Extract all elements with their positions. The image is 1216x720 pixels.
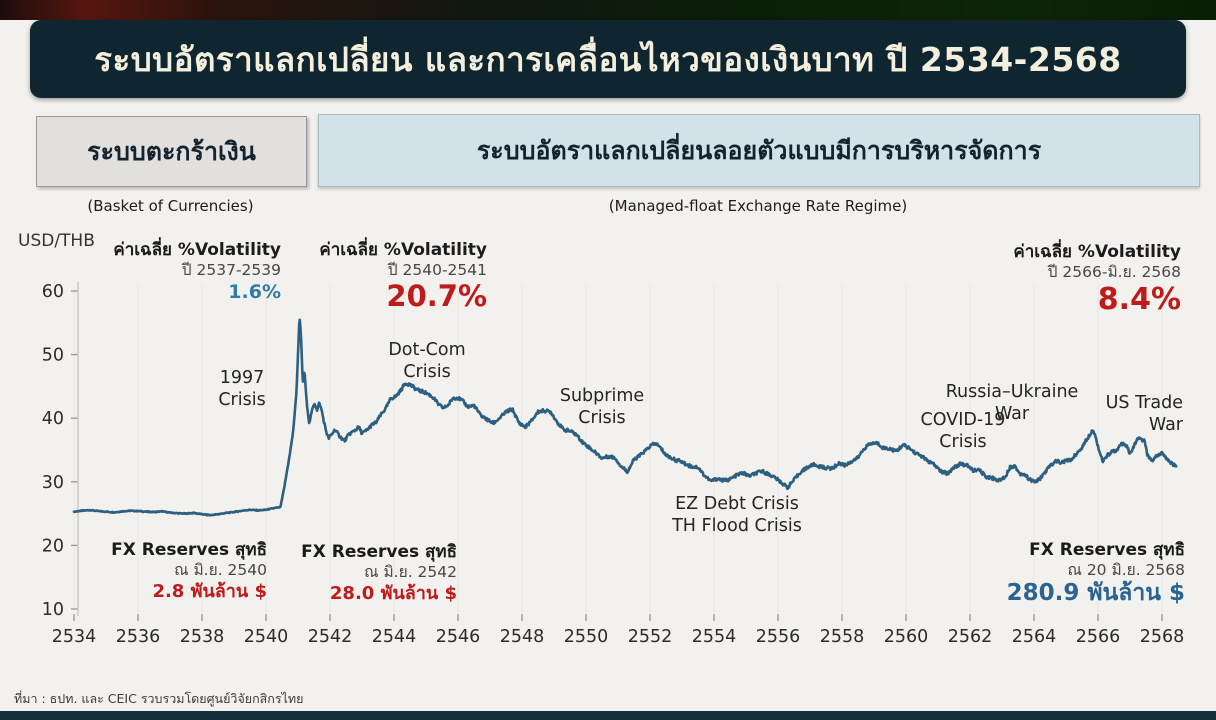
- svg-text:2542: 2542: [308, 627, 353, 647]
- svg-text:2554: 2554: [692, 627, 737, 647]
- fx-reserves-note-2542: FX Reserves สุทธิ ณ มิ.ย. 2542 28.0 พันล…: [267, 542, 457, 605]
- page-title: ระบบอัตราแลกเปลี่ยน และการเคลื่อนไหวของเ…: [94, 39, 1122, 79]
- svg-text:2544: 2544: [372, 627, 417, 647]
- svg-text:2534: 2534: [52, 627, 97, 647]
- svg-text:2566: 2566: [1076, 627, 1121, 647]
- svg-text:2568: 2568: [1140, 627, 1185, 647]
- crisis-annotation: EZ Debt Crisis TH Flood Crisis: [672, 494, 802, 536]
- svg-text:10: 10: [42, 600, 64, 620]
- usdthb-line-chart: 2534 2536 2538 2540 2542 2544 2546 2548 2550 2552…: [42, 282, 1185, 647]
- svg-text:2540: 2540: [244, 627, 289, 647]
- crisis-annotation: Dot-Com Crisis: [388, 340, 466, 382]
- crisis-annotation: 1997 Crisis: [218, 368, 266, 410]
- svg-text:50: 50: [42, 346, 64, 366]
- tab-managed-float[interactable]: ระบบอัตราแลกเปลี่ยนลอยตัวแบบมีการบริหารจ…: [318, 114, 1200, 187]
- svg-text:2552: 2552: [628, 627, 673, 647]
- tab-basket-label: ระบบตะกร้าเงิน: [87, 136, 256, 166]
- fx-reserves-value: 28.0 พันล้าน $: [329, 582, 457, 604]
- svg-text:2556: 2556: [756, 627, 801, 647]
- svg-text:2562: 2562: [948, 627, 993, 647]
- crisis-annotation: US Trade War: [1105, 393, 1183, 435]
- fx-reserves-note-2568: FX Reserves สุทธิ ณ 20 มิ.ย. 2568 280.9 …: [965, 540, 1185, 606]
- title-banner: ระบบอัตราแลกเปลี่ยน และการเคลื่อนไหวของเ…: [30, 20, 1186, 98]
- basket-caption: (Basket of Currencies): [87, 197, 254, 215]
- fx-reserves-title: FX Reserves สุทธิ: [1029, 540, 1185, 560]
- fx-reserves-value: 280.9 พันล้าน $: [1006, 579, 1185, 606]
- tab-managed-label: ระบบอัตราแลกเปลี่ยนลอยตัวแบบมีการบริหารจ…: [476, 135, 1042, 165]
- svg-text:60: 60: [42, 282, 64, 302]
- volatility-note-title: ค่าเฉลี่ย %Volatility: [113, 240, 281, 260]
- source-note: ที่มา : ธปท. และ CEIC รวบรวมโดยศูนย์วิจั…: [14, 691, 304, 706]
- volatility-note-value: 1.6%: [228, 280, 281, 303]
- svg-text:30: 30: [42, 473, 64, 493]
- volatility-note-2540-2541: ค่าเฉลี่ย %Volatility ปี 2540-2541 20.7%: [267, 240, 487, 313]
- video-background-strip: [0, 0, 1216, 20]
- fx-reserves-title: FX Reserves สุทธิ: [301, 542, 457, 562]
- svg-text:40: 40: [42, 409, 64, 429]
- volatility-note-title: ค่าเฉลี่ย %Volatility: [1013, 242, 1181, 262]
- svg-text:2564: 2564: [1012, 627, 1057, 647]
- fx-reserves-note-2540: FX Reserves สุทธิ ณ มิ.ย. 2540 2.8 พันล้…: [77, 540, 267, 603]
- crisis-annotation: Subprime Crisis: [559, 386, 645, 428]
- volatility-note-2566-2568: ค่าเฉลี่ย %Volatility ปี 2566-มิ.ย. 2568…: [961, 242, 1181, 316]
- y-axis-title: USD/THB: [18, 231, 95, 251]
- crisis-annotation: COVID-19 Crisis: [920, 410, 1006, 452]
- tab-basket-of-currencies[interactable]: ระบบตะกร้าเงิน: [36, 116, 307, 187]
- volatility-note-title: ค่าเฉลี่ย %Volatility: [319, 240, 487, 260]
- volatility-note-period: ปี 2540-2541: [387, 261, 487, 280]
- svg-text:2558: 2558: [820, 627, 865, 647]
- fx-reserves-date: ณ 20 มิ.ย. 2568: [1067, 561, 1185, 580]
- svg-text:20: 20: [42, 536, 64, 556]
- managed-caption: (Managed-float Exchange Rate Regime): [608, 197, 908, 215]
- fx-reserves-value: 2.8 พันล้าน $: [152, 580, 267, 602]
- crisis-annotation: Russia–Ukraine War: [945, 382, 1079, 424]
- volatility-note-period: ปี 2537-2539: [181, 261, 281, 280]
- svg-text:2546: 2546: [436, 627, 481, 647]
- svg-text:2550: 2550: [564, 627, 609, 647]
- svg-text:2538: 2538: [180, 627, 225, 647]
- svg-text:2536: 2536: [116, 627, 161, 647]
- svg-text:2560: 2560: [884, 627, 929, 647]
- fx-reserves-date: ณ มิ.ย. 2540: [174, 561, 267, 580]
- volatility-note-value: 20.7%: [386, 278, 487, 313]
- fx-reserves-title: FX Reserves สุทธิ: [111, 540, 267, 560]
- fx-reserves-date: ณ มิ.ย. 2542: [364, 563, 457, 582]
- volatility-note-value: 8.4%: [1097, 281, 1181, 317]
- svg-text:2548: 2548: [500, 627, 545, 647]
- volatility-note-2537-2539: ค่าเฉลี่ย %Volatility ปี 2537-2539 1.6%: [61, 240, 281, 304]
- volatility-note-period: ปี 2566-มิ.ย. 2568: [1047, 263, 1181, 282]
- bottom-bar: [0, 711, 1216, 720]
